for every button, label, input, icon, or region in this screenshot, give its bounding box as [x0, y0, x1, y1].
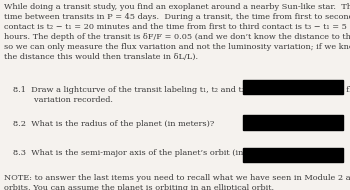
Text: 8.1  Draw a lightcurve of the transit labeling t₁, t₂ and t₃ and indicating the : 8.1 Draw a lightcurve of the transit lab…: [13, 86, 350, 104]
Text: NOTE: to answer the last items you need to recall what we have seen in Module 2 : NOTE: to answer the last items you need …: [4, 174, 350, 190]
Bar: [243, 148, 343, 162]
Bar: [243, 115, 343, 130]
Text: 8.3  What is the semi-major axis of the planet’s orbit (in AU)?: 8.3 What is the semi-major axis of the p…: [13, 149, 267, 157]
Bar: [243, 80, 343, 94]
Text: 8.2  What is the radius of the planet (in meters)?: 8.2 What is the radius of the planet (in…: [13, 120, 215, 128]
Text: While doing a transit study, you find an exoplanet around a nearby Sun-like star: While doing a transit study, you find an…: [4, 3, 350, 60]
